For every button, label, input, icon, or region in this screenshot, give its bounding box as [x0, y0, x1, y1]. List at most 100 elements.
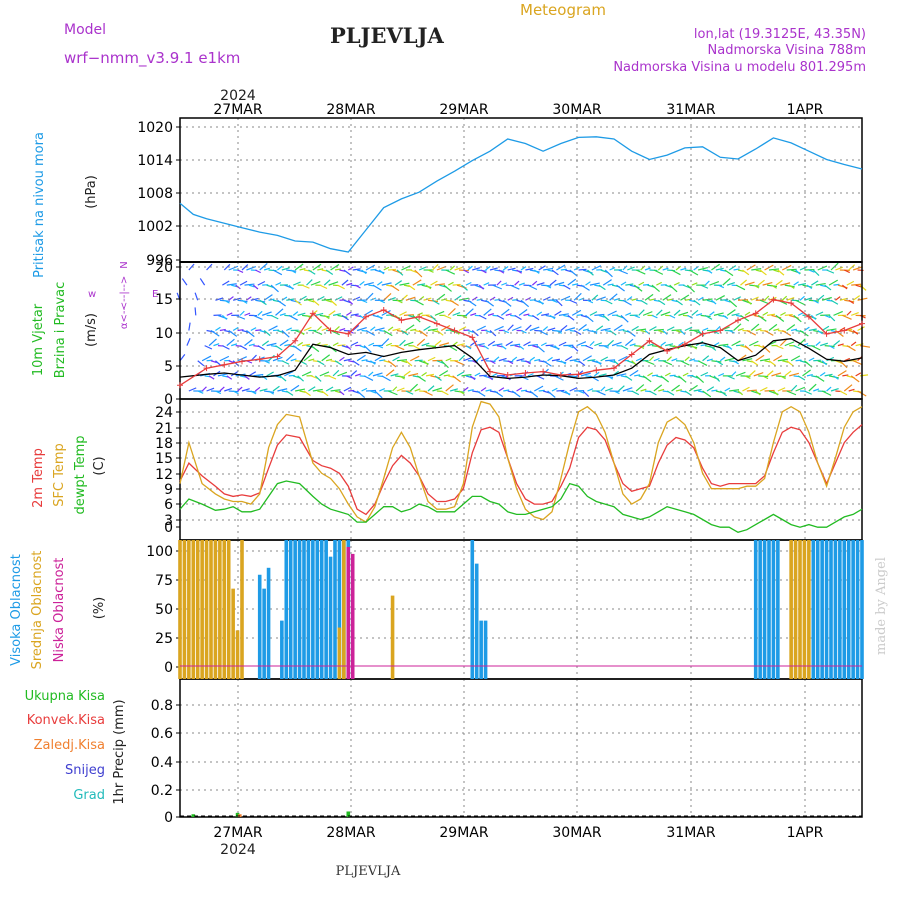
wind-arrow — [718, 284, 725, 289]
wind-arrow — [565, 327, 576, 332]
series-line — [179, 136, 863, 253]
wind-arrow — [820, 284, 827, 288]
x-tick-label-bottom: 30MAR — [552, 825, 601, 841]
wind-arrow — [744, 281, 755, 286]
wind-arrow — [388, 268, 397, 271]
wind-arrow — [532, 314, 540, 321]
wind-arrow — [554, 310, 562, 316]
bar — [846, 540, 851, 679]
wind-arrow — [633, 284, 643, 292]
wind-arrow — [742, 329, 751, 332]
wind-arrow — [518, 282, 525, 286]
wind-arrow — [303, 390, 311, 397]
wind-arrow — [257, 310, 263, 316]
wind-arrow — [793, 314, 802, 323]
wind-arrow — [622, 265, 628, 271]
bar — [213, 540, 218, 679]
panel-frame — [179, 398, 863, 541]
wind-arrow — [505, 313, 512, 316]
temp-ylabel-2m: 2m Temp — [31, 448, 46, 508]
wind-arrow — [569, 269, 578, 277]
wind-arrow — [813, 299, 819, 304]
wind-arrow — [737, 327, 744, 332]
wind-arrow — [578, 324, 587, 331]
wind-arrow — [815, 282, 826, 286]
wind-arrow — [403, 370, 411, 377]
wind-arrow — [501, 282, 508, 286]
wind-arrow — [571, 345, 579, 352]
wind-arrow — [662, 330, 668, 335]
cloud-ylabel-low: Niska Oblacnost — [52, 558, 67, 663]
wind-arrow — [631, 390, 640, 396]
wind-arrow — [527, 343, 538, 347]
wind-arrow — [545, 344, 554, 347]
wind-arrow — [678, 311, 689, 316]
x-tick-label-top: 30MAR — [552, 102, 601, 118]
wind-arrow — [281, 267, 290, 271]
wind-arrow — [485, 389, 492, 392]
wind-arrow — [312, 388, 323, 392]
wind-arrow — [396, 387, 405, 392]
wind-arrow — [328, 375, 337, 380]
wind-legend-west: w — [88, 289, 96, 300]
gust-marker — [770, 296, 777, 303]
wind-arrow — [370, 268, 377, 271]
wind-arrow — [527, 373, 534, 377]
wind-arrow — [303, 326, 312, 332]
y-tick-label: 18 — [155, 436, 173, 452]
wind-arrow — [711, 299, 717, 305]
wind-arrow — [554, 375, 564, 381]
bar — [231, 588, 235, 679]
wind-arrow — [749, 340, 759, 347]
wind-arrow — [842, 374, 849, 377]
wind-arrow — [533, 385, 544, 392]
wind-arrow — [640, 329, 647, 333]
wind-arrow — [607, 339, 614, 347]
wind-arrow — [773, 390, 779, 396]
wind-arrow — [682, 372, 689, 377]
wind-arrow — [458, 326, 467, 332]
meteogram-title: Meteogram — [520, 1, 606, 19]
wind-arrow — [678, 375, 687, 383]
wind-arrow — [799, 295, 805, 301]
wind-arrow — [396, 269, 404, 276]
wind-arrow — [268, 325, 278, 332]
wind-arrow — [649, 326, 657, 332]
wind-arrow — [308, 386, 316, 392]
wind-arrow — [427, 356, 436, 362]
wind-arrow — [828, 314, 836, 322]
wind-arrow — [833, 283, 840, 286]
panel-2: 20 15 10 5 0 — [155, 260, 863, 408]
wind-arrow — [790, 355, 801, 362]
wind-arrow — [286, 298, 295, 301]
wind-arrow — [222, 280, 230, 286]
wind-arrow — [786, 296, 795, 301]
wind-arrow — [587, 299, 594, 304]
wind-arrow — [746, 299, 752, 305]
wind-arrow — [675, 329, 682, 334]
y-tick-label: 0.8 — [151, 698, 173, 714]
wind-arrow — [365, 264, 376, 271]
wind-arrow — [275, 345, 283, 351]
wind-arrow — [600, 327, 611, 332]
wind-arrow — [332, 369, 340, 377]
bar — [820, 540, 824, 679]
wind-arrow — [576, 314, 583, 316]
wind-arrow — [726, 345, 733, 350]
wind-arrow — [425, 373, 435, 377]
bar — [280, 620, 284, 679]
wind-arrow — [206, 387, 215, 392]
wind-arrow — [244, 338, 253, 347]
wind-arrow — [784, 341, 795, 347]
wind-arrow — [350, 341, 359, 347]
wind-arrow — [762, 281, 773, 286]
wind-arrow — [439, 370, 449, 377]
y-tick-label: 24 — [155, 405, 173, 421]
wind-arrow — [268, 298, 275, 301]
wind-arrow — [379, 299, 386, 304]
wind-arrow — [571, 309, 582, 316]
bar — [204, 540, 209, 679]
wind-arrow — [731, 313, 740, 316]
bar — [218, 540, 222, 679]
wind-arrow — [421, 342, 430, 347]
